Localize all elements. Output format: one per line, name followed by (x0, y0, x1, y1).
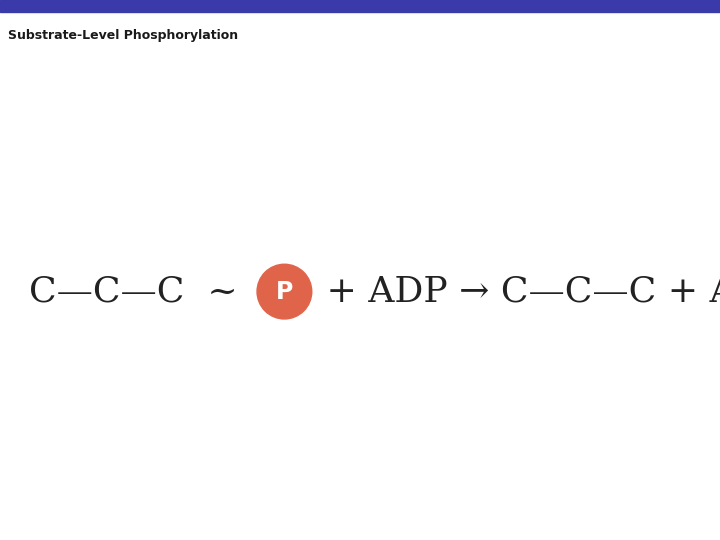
Text: + ADP → C—C—C + ATP: + ADP → C—C—C + ATP (315, 275, 720, 308)
Ellipse shape (257, 264, 312, 319)
Text: P: P (276, 280, 293, 303)
Text: C—C—C  ~: C—C—C ~ (29, 275, 261, 308)
Text: Substrate-Level Phosphorylation: Substrate-Level Phosphorylation (8, 29, 238, 42)
FancyBboxPatch shape (0, 0, 720, 12)
